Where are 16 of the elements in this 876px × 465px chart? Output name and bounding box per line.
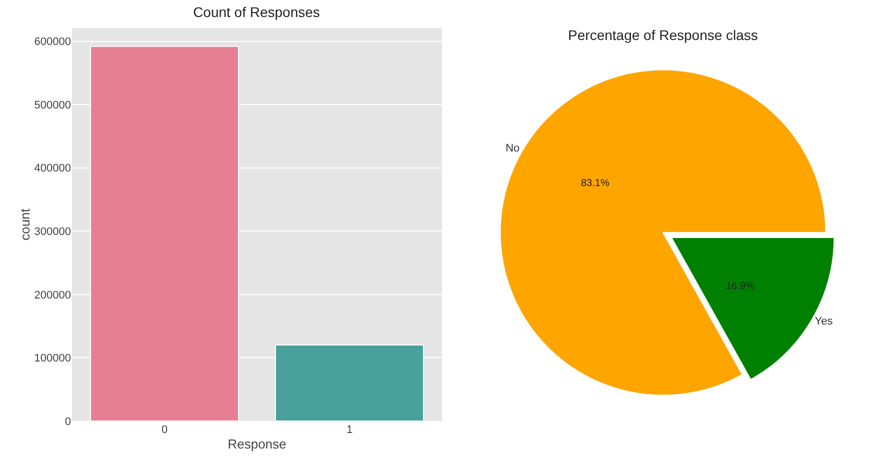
y-tick-label: 0 xyxy=(64,416,71,428)
y-tick-label: 300000 xyxy=(34,226,71,238)
y-tick-label: 600000 xyxy=(34,36,71,48)
x-tick-label: 1 xyxy=(346,424,353,436)
x-axis-title: Response xyxy=(228,436,286,452)
chart-title: Percentage of Response class xyxy=(568,27,758,44)
y-tick-label: 400000 xyxy=(34,162,71,175)
data-label: 16.9% xyxy=(726,281,754,292)
slice-label: Yes xyxy=(814,315,834,328)
y-tick-label: 100000 xyxy=(34,352,71,365)
chart-title: Count of Responses xyxy=(193,4,320,20)
y-tick-label: 500000 xyxy=(34,99,71,112)
data-label: 83.1% xyxy=(581,178,610,189)
y-tick-label: 200000 xyxy=(34,289,71,302)
y-axis-title: count xyxy=(17,208,32,240)
slice-label: No xyxy=(506,142,520,155)
